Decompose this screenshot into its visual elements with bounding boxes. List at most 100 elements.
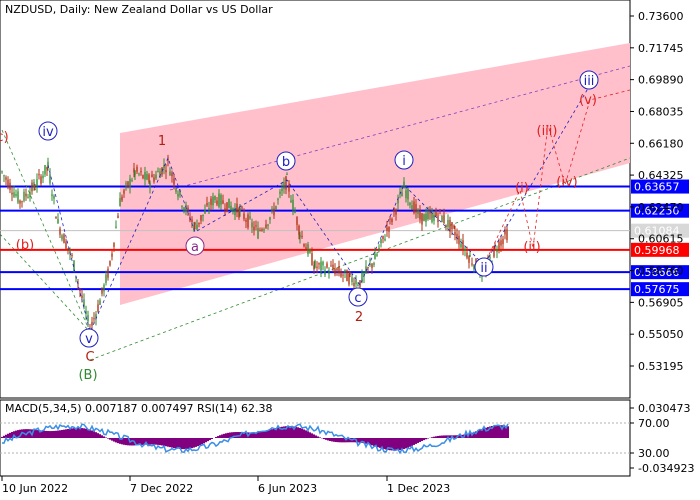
wave-label-circle (579, 70, 599, 90)
candle-body (148, 174, 150, 183)
candle-body (275, 206, 277, 210)
candle-body (38, 174, 40, 176)
candle-body (83, 299, 85, 307)
candle-body (169, 171, 171, 176)
candle-body (415, 204, 417, 213)
candle-body (47, 161, 49, 168)
candle-body (504, 229, 506, 235)
candle-body (115, 226, 117, 228)
candle-body (121, 196, 123, 201)
candle-body (371, 263, 373, 268)
candle-body (380, 239, 382, 244)
indicator-group: 0.030473 70.00 30.00 -0.034923 (0, 402, 694, 475)
candle-body (307, 244, 309, 255)
candle-body (226, 202, 228, 212)
candle-body (314, 260, 316, 268)
candle-body (259, 230, 261, 232)
candle-body (29, 192, 31, 198)
candle-body (322, 261, 324, 266)
candle-body (138, 173, 140, 175)
candle-body (413, 201, 415, 214)
candle-body (326, 263, 328, 268)
candle-body (79, 289, 81, 291)
candle-body (181, 206, 183, 208)
candle-body (447, 219, 449, 228)
candle-body (283, 182, 285, 189)
candle-body (40, 176, 42, 184)
level-label: 0.57675 (634, 283, 680, 296)
candle-body (245, 219, 247, 222)
candle-body (129, 178, 131, 187)
candle-body (61, 235, 63, 240)
candle-body (425, 213, 427, 222)
candle-body (348, 273, 350, 285)
candle-body (469, 254, 471, 257)
candle-body (318, 263, 320, 265)
time-axis: 10 Jun 2022 7 Dec 2022 6 Jun 2023 1 Dec 202… (1, 476, 450, 495)
candle-body (33, 182, 35, 188)
candle-body (191, 219, 193, 222)
candle-body (95, 314, 97, 319)
wave-label: C (85, 350, 94, 365)
candle-body (196, 224, 198, 230)
wave-labels-group: (c)(b)ivvC(B)1abc2iii(i)(ii)(iii)(iv)(v)… (0, 70, 599, 383)
candle-body (453, 225, 455, 228)
candle-body (261, 229, 263, 231)
candle-body (393, 208, 395, 212)
candle-body (193, 225, 195, 231)
candle-body (109, 261, 111, 266)
candle-body (107, 268, 109, 278)
candle-body (105, 274, 107, 283)
wave-label: a (191, 240, 199, 255)
candle-body (271, 208, 273, 211)
level-tag (631, 282, 689, 297)
candle-body (330, 265, 332, 267)
wave-label-circle (185, 236, 205, 256)
candle-body (200, 215, 202, 221)
candle-body (9, 182, 11, 190)
price-tick-label: 0.58760 (638, 265, 684, 278)
candle-body (218, 193, 220, 207)
price-tick-label: 0.73600 (638, 10, 684, 23)
candle-body (445, 224, 447, 226)
candle-body (173, 178, 175, 185)
red-wave-path (483, 89, 631, 266)
candle-body (55, 216, 57, 219)
candle-body (338, 266, 340, 274)
candle-body (149, 182, 151, 187)
candle-body (204, 209, 206, 214)
candle-body (21, 201, 23, 203)
candle-body (51, 194, 53, 197)
candle-body (357, 284, 359, 286)
candle-body (334, 268, 336, 275)
wave-label: b (282, 155, 290, 170)
candle-body (431, 213, 433, 222)
candle-body (456, 233, 458, 240)
candle-body (36, 179, 38, 187)
candle-body (255, 225, 257, 227)
candle-body (113, 242, 115, 247)
candle-body (11, 192, 13, 195)
candle-body (93, 318, 95, 320)
candle-body (99, 300, 101, 305)
wave-label: (iii) (537, 124, 558, 139)
candle-body (133, 168, 135, 173)
price-tick-label: 0.68035 (638, 105, 684, 118)
candle-body (502, 238, 504, 245)
candle-body (127, 181, 129, 187)
indicator-tick-label: 70.00 (638, 417, 670, 430)
wave-label-circle (79, 328, 99, 348)
candle-body (301, 235, 303, 237)
candle-body (359, 280, 361, 287)
candle-body (296, 217, 298, 225)
candle-body (355, 279, 357, 285)
indicator-tick-label: -0.034923 (638, 462, 694, 475)
candle-body (305, 247, 307, 249)
candle-body (299, 234, 301, 238)
candle-body (142, 175, 144, 179)
candle-body (163, 164, 165, 169)
candle-body (91, 321, 93, 326)
candle-body (449, 220, 451, 232)
candle-body (279, 191, 281, 194)
wave-label: ii (480, 261, 487, 276)
